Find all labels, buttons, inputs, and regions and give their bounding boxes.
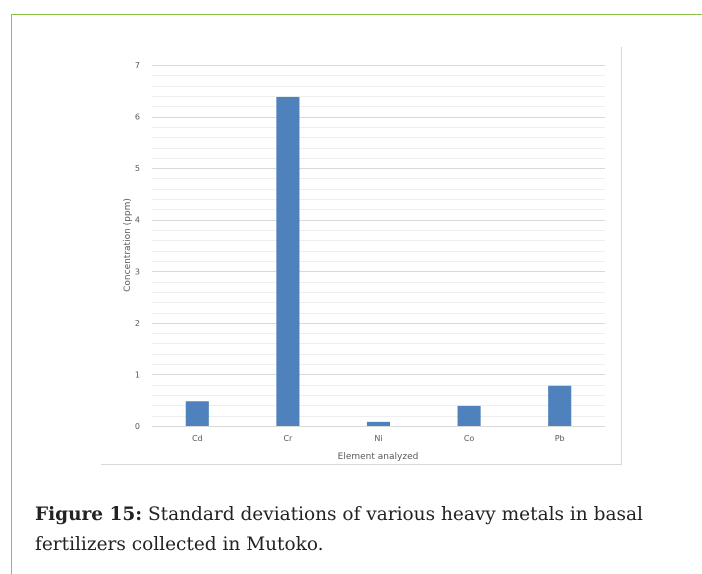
y-tick-label: 2	[135, 319, 140, 328]
x-tick-label: Cd	[192, 434, 203, 443]
x-axis-title: Element analyzed	[338, 452, 419, 462]
figure-label: Figure 15:	[35, 504, 143, 525]
bar-cd	[185, 401, 209, 426]
y-tick-label: 4	[135, 216, 140, 225]
figure-caption: Figure 15: Standard deviations of variou…	[35, 500, 665, 560]
bar-pb	[548, 385, 572, 426]
x-tick-label: Co	[464, 434, 475, 443]
bar-ni	[366, 421, 391, 426]
y-tick-labels: 0 1 2 3 4 5 6 7	[135, 61, 140, 431]
y-tick-label: 5	[135, 164, 140, 173]
chart-area-border	[101, 47, 622, 465]
bar-cr	[276, 96, 300, 426]
bar-co	[457, 405, 481, 426]
x-tick-labels: Cd Cr Ni Co Pb	[192, 434, 565, 443]
y-tick-label: 0	[135, 422, 140, 431]
y-tick-label: 6	[135, 113, 140, 122]
figure-frame	[11, 14, 702, 574]
figure-caption-text: Standard deviations of various heavy met…	[35, 504, 643, 555]
y-axis-title: Concentration (ppm)	[123, 198, 133, 292]
x-tick-label: Cr	[283, 434, 293, 443]
bars	[185, 96, 572, 426]
y-tick-label: 1	[135, 370, 140, 379]
x-tick-label: Ni	[374, 434, 382, 443]
x-tick-label: Pb	[555, 434, 565, 443]
gridlines	[152, 65, 605, 427]
y-tick-label: 7	[135, 61, 140, 70]
y-tick-label: 3	[135, 267, 140, 276]
